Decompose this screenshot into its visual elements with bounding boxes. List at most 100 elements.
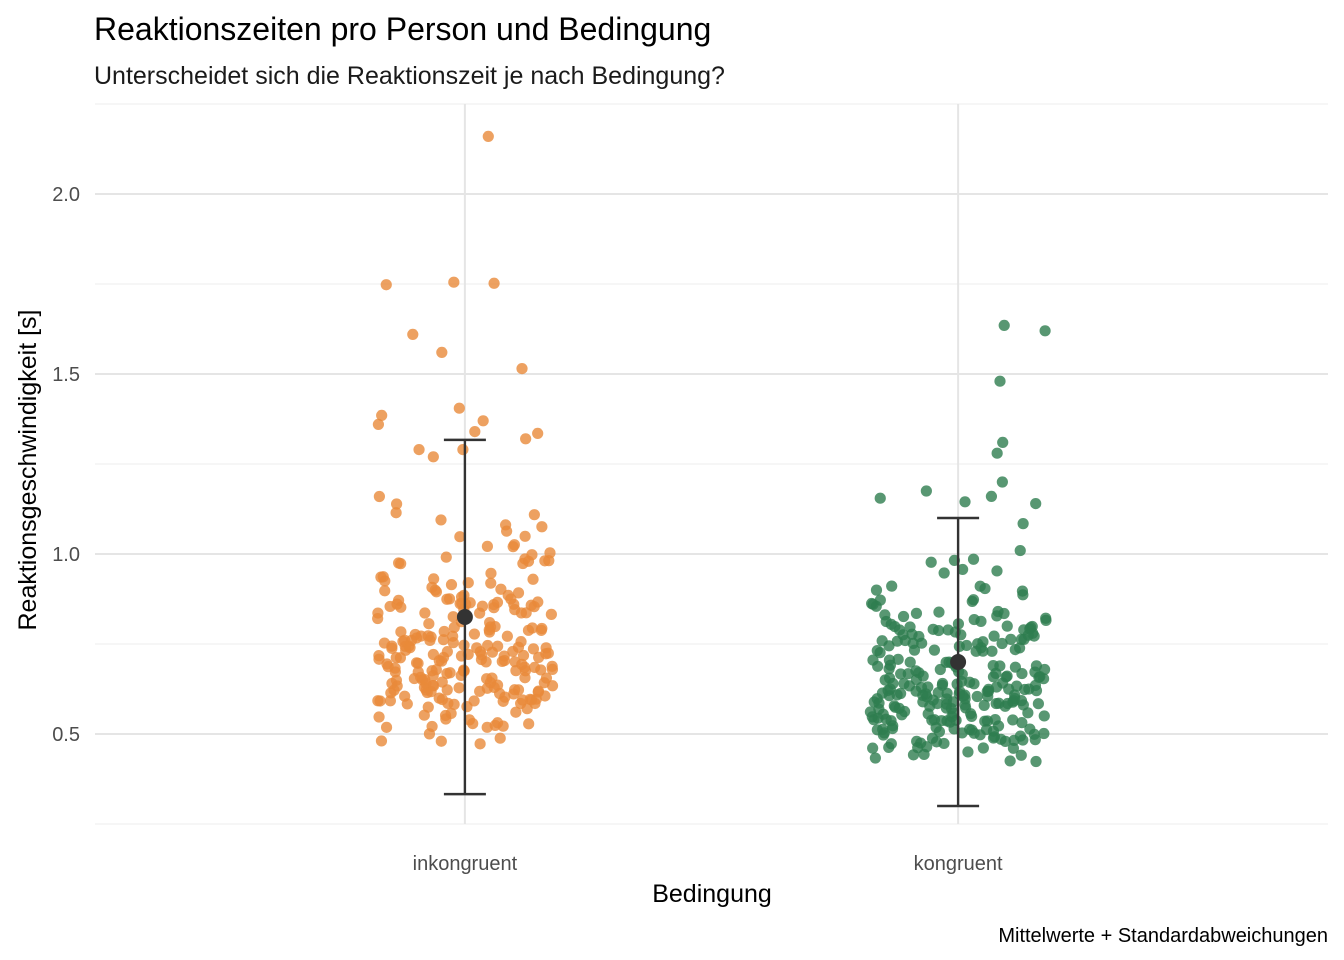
mean-point [950, 654, 967, 670]
data-point [961, 639, 973, 652]
data-point [873, 697, 885, 709]
data-point [1038, 710, 1050, 722]
data-point [546, 680, 559, 692]
data-point [426, 665, 438, 677]
data-point [1028, 728, 1040, 740]
data-point [380, 721, 393, 733]
data-point [986, 645, 998, 657]
data-point [435, 735, 447, 747]
data-point [893, 702, 905, 714]
data-point [977, 742, 989, 754]
data-point [464, 597, 476, 609]
x-tick-label: inkongruent [413, 853, 518, 875]
data-point [426, 581, 438, 593]
data-point [957, 563, 969, 576]
data-point [447, 611, 459, 623]
data-point [872, 660, 884, 672]
data-point-outlier [380, 279, 392, 291]
data-point [529, 661, 541, 674]
data-point [389, 662, 401, 674]
data-point-outlier [372, 418, 385, 430]
data-point-outlier [413, 444, 425, 456]
data-point [532, 686, 544, 698]
data-point [388, 684, 400, 696]
data-point [883, 663, 895, 675]
data-point [1029, 666, 1041, 678]
data-point [999, 735, 1011, 747]
data-point [907, 637, 919, 649]
data-point [925, 556, 937, 568]
data-point [461, 701, 473, 713]
data-point [1007, 714, 1019, 726]
data-point-outlier [427, 451, 439, 463]
data-point [517, 557, 529, 570]
data-point [518, 661, 531, 673]
data-point [902, 668, 914, 680]
data-point [517, 649, 530, 662]
data-point [481, 540, 494, 552]
data-point [447, 637, 459, 649]
data-point [507, 645, 519, 658]
data-point-outlier [488, 277, 500, 289]
data-point [498, 654, 511, 667]
data-point [967, 553, 980, 565]
data-point [864, 706, 877, 718]
data-point [509, 684, 521, 696]
data-point [962, 746, 974, 758]
data-point [372, 612, 384, 625]
data-point-outlier [516, 363, 528, 375]
data-point [1004, 755, 1016, 767]
data-point [384, 695, 396, 707]
data-point [988, 630, 1000, 642]
data-point [910, 607, 923, 619]
data-point [373, 650, 385, 662]
data-point [1009, 692, 1021, 705]
data-point [482, 639, 494, 652]
data-point [441, 593, 453, 605]
data-point [378, 637, 391, 649]
data-point [906, 628, 918, 640]
data-point-outlier [1039, 325, 1051, 337]
data-point [974, 580, 986, 592]
data-point [922, 681, 934, 693]
data-point [528, 509, 540, 521]
data-point [1007, 742, 1020, 754]
data-point [880, 713, 892, 725]
data-point [885, 738, 897, 750]
data-point [975, 615, 987, 627]
data-point-outlier [407, 328, 419, 340]
data-point [481, 721, 493, 733]
mean-point [456, 609, 473, 625]
data-point [441, 667, 453, 680]
data-point [474, 685, 486, 697]
data-point [1028, 630, 1040, 642]
data-point [933, 606, 945, 618]
x-tick-label: kongruent [914, 853, 1003, 875]
data-point [527, 573, 539, 585]
data-point [532, 596, 544, 608]
data-point [492, 640, 504, 652]
data-point [373, 490, 385, 503]
data-point-outlier [457, 444, 469, 456]
data-point [917, 689, 929, 702]
data-point [876, 635, 888, 647]
data-point [981, 685, 993, 698]
data-point [1038, 727, 1050, 740]
summary-layer [443, 438, 980, 808]
data-point [448, 621, 460, 634]
data-point [505, 593, 517, 605]
data-point [980, 723, 993, 736]
data-point [510, 665, 522, 677]
data-point [488, 598, 500, 611]
data-point [536, 521, 548, 533]
data-point [395, 558, 407, 570]
y-tick-label: 1.5 [52, 364, 80, 386]
data-point [935, 715, 948, 727]
y-tick-label: 2.0 [52, 184, 80, 206]
data-point [892, 653, 904, 665]
data-point [373, 711, 385, 723]
x-axis-ticks: inkongruent kongruent [413, 853, 1003, 875]
data-point [529, 697, 541, 710]
